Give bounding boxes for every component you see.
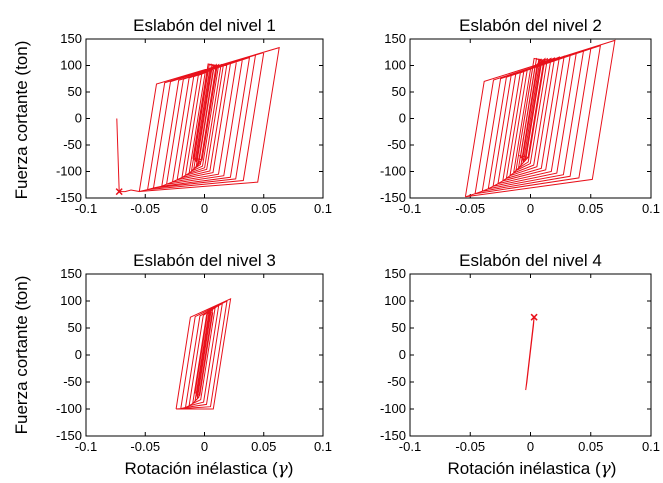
y-tick-label: -150 [380,190,406,205]
x-axis-label-text: Rotación inélastica ( [125,459,278,478]
x-axis-label-right: Rotación inélastica (γ) [448,459,617,479]
y-tick-label: 50 [392,320,406,335]
x-axis-label-symbol: γ [278,459,289,479]
subplot-nivel-2: Eslabón del nivel 2 -0.1 -0.05 0 0.05 0.1 -150… [380,16,660,216]
x-tick-label: 0.05 [578,201,603,216]
start-marker [115,188,123,196]
y-tick-label: 50 [68,320,82,335]
hysteresis-series-line [525,317,535,391]
x-tick-label: 0 [527,439,534,454]
y-tick-label: -150 [56,190,82,205]
y-tick-label: -50 [387,137,406,152]
x-tick-label: -0.1 [75,439,97,454]
y-tick-label: -150 [380,428,406,443]
x-axis-label-text: Rotación inélastica ( [448,459,601,478]
y-tick-label: -100 [56,164,82,179]
y-tick-label: 150 [60,266,82,281]
hysteresis-series-line [464,39,616,198]
subplot-title: Eslabón del nivel 4 [459,251,602,270]
subplot-nivel-1: Eslabón del nivel 1 -0.1 -0.05 0 0.05 0.1 -150… [56,16,332,216]
y-tick-label: 0 [399,111,406,126]
y-tick-label: 150 [60,31,82,46]
y-tick-label: -100 [380,401,406,416]
hysteresis-series-line [175,297,232,410]
y-tick-label: 150 [384,31,406,46]
subplot-title: Eslabón del nivel 3 [133,251,276,270]
x-axis-label-left: Rotación inélastica (γ) [125,459,294,479]
y-tick-label: 100 [384,293,406,308]
x-tick-label: 0.1 [314,439,332,454]
subplot-nivel-4: Eslabón del nivel 4 -0.1 -0.05 0 0.05 0.1 -150… [380,251,660,454]
x-tick-label: -0.05 [455,201,485,216]
start-marker [530,313,538,321]
y-tick-label: -100 [56,401,82,416]
x-tick-label: 0 [201,201,208,216]
x-tick-label: 0.05 [578,439,603,454]
y-tick-label: 0 [75,347,82,362]
y-tick-label: 150 [384,266,406,281]
y-tick-label: 100 [60,58,82,73]
x-tick-label: -0.1 [75,201,97,216]
y-tick-label: -150 [56,428,82,443]
x-axis-label-close: ) [611,459,617,478]
x-tick-label: -0.1 [399,201,421,216]
x-tick-label: -0.1 [399,439,421,454]
x-tick-label: 0.1 [642,201,660,216]
y-tick-label: -50 [63,137,82,152]
y-tick-label: 100 [60,293,82,308]
x-axis-label-close: ) [288,459,294,478]
y-tick-label: -50 [63,374,82,389]
subplot-title: Eslabón del nivel 1 [133,16,276,35]
y-tick-label: 50 [68,84,82,99]
y-tick-label: 0 [399,347,406,362]
y-tick-label: -50 [387,374,406,389]
x-tick-label: 0.1 [642,439,660,454]
x-tick-label: -0.05 [130,439,160,454]
x-tick-label: 0.05 [251,439,276,454]
y-tick-label: 0 [75,111,82,126]
x-tick-label: 0.05 [251,201,276,216]
subplot-nivel-3: Eslabón del nivel 3 -0.1 -0.05 0 0.05 0.1 -150… [56,251,332,454]
x-tick-label: -0.05 [455,439,485,454]
x-tick-label: 0 [527,201,534,216]
y-tick-label: 50 [392,84,406,99]
y-axis-label-bottom: Fuerza cortante (ton) [12,276,31,435]
y-tick-label: 100 [384,58,406,73]
subplot-title: Eslabón del nivel 2 [459,16,602,35]
x-axis-label-symbol: γ [601,459,612,479]
x-tick-label: -0.05 [130,201,160,216]
x-tick-label: 0.1 [314,201,332,216]
hysteresis-series-line [116,46,280,193]
y-axis-label-top: Fuerza cortante (ton) [12,41,31,200]
x-tick-label: 0 [201,439,208,454]
y-tick-label: -100 [380,164,406,179]
